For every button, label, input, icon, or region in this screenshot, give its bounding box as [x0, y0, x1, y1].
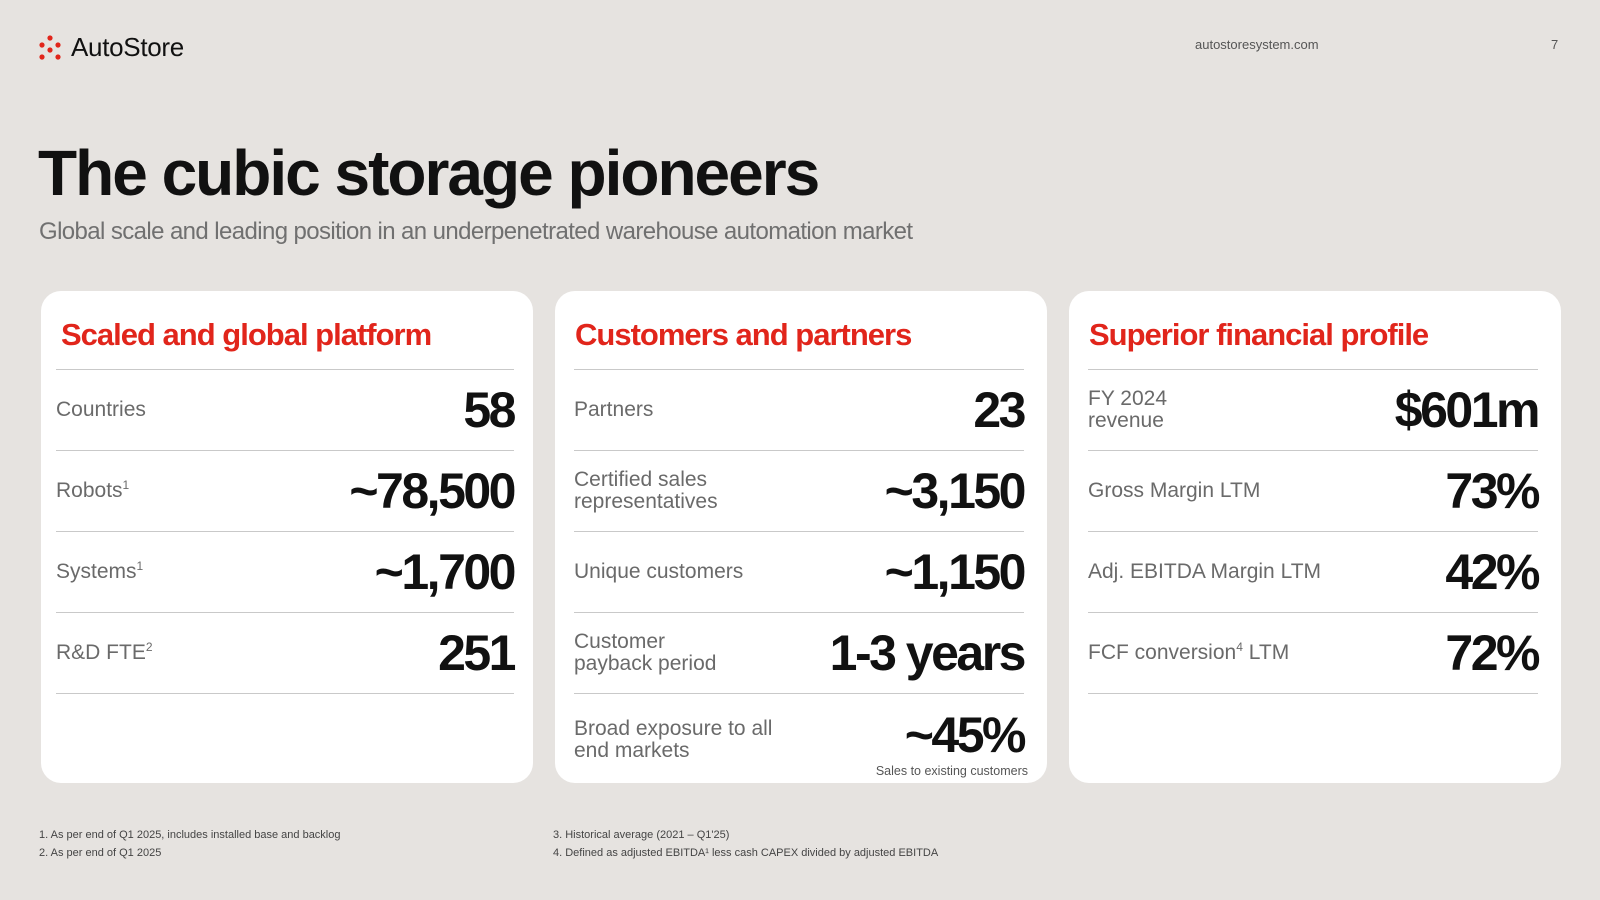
metric-row-gross-margin: Gross Margin LTM 73%: [1088, 451, 1540, 532]
card-title: Customers and partners: [575, 317, 912, 352]
footnote-1: 1. As per end of Q1 2025, includes insta…: [39, 829, 341, 841]
footnotes-left: 1. As per end of Q1 2025, includes insta…: [39, 826, 341, 862]
metric-value: $601m: [1394, 382, 1541, 438]
card-financial-profile: Superior financial profile FY 2024 reven…: [1069, 291, 1561, 783]
metric-label: R&D FTE2: [56, 640, 153, 664]
metric-value: ~1,150: [884, 544, 1027, 600]
page-subtitle: Global scale and leading position in an …: [39, 218, 913, 245]
metric-row-rd-fte: R&D FTE2 251: [56, 613, 516, 694]
metric-row-payback-period: Customer payback period 1-3 years: [574, 613, 1027, 694]
card-title: Scaled and global platform: [61, 317, 432, 352]
card-customers-partners: Customers and partners Partners 23 Certi…: [555, 291, 1047, 783]
metric-value: 58: [463, 382, 516, 438]
metric-row-robots: Robots1 ~78,500: [56, 451, 516, 532]
metric-row-partners: Partners 23: [574, 370, 1026, 451]
metric-list: FY 2024 revenue $601m Gross Margin LTM 7…: [1088, 369, 1541, 694]
page-title: The cubic storage pioneers: [38, 137, 820, 209]
metric-row-countries: Countries 58: [56, 370, 516, 451]
metric-label: FY 2024 revenue: [1088, 387, 1168, 432]
card-title: Superior financial profile: [1089, 317, 1429, 352]
metric-row-revenue: FY 2024 revenue $601m: [1088, 370, 1541, 451]
metric-value: 251: [438, 625, 516, 681]
metric-value: 42%: [1445, 544, 1540, 600]
footnote-4: 4. Defined as adjusted EBITDA¹ less cash…: [553, 847, 939, 859]
metric-label: Systems1: [56, 559, 144, 583]
footnote-3: 3. Historical average (2021 – Q1'25): [553, 829, 730, 841]
metric-label: Customer payback period: [574, 630, 717, 675]
metric-list: Countries 58 Robots1 ~78,500 Systems1 ~1…: [56, 369, 517, 694]
metric-note: Sales to existing customers: [875, 764, 1028, 778]
metric-row-ebitda-margin: Adj. EBITDA Margin LTM 42%: [1088, 532, 1540, 613]
metric-row-fcf-conversion: FCF conversion4 LTM 72%: [1088, 613, 1540, 694]
footnote-marker: 1: [136, 559, 144, 573]
metric-label: Partners: [574, 398, 654, 421]
site-url[interactable]: autostoresystem.com: [1195, 37, 1319, 52]
metric-value: 73%: [1445, 463, 1540, 519]
metric-label: Robots1: [56, 478, 130, 502]
metric-value: 1-3 years: [829, 625, 1027, 681]
metric-label: Countries: [56, 398, 146, 421]
metric-row-unique-customers: Unique customers ~1,150: [574, 532, 1027, 613]
metric-row-certified-sales-reps: Certified sales representatives ~3,150: [574, 451, 1027, 532]
metric-value: ~3,150: [884, 463, 1027, 519]
metric-label: Unique customers: [574, 560, 744, 583]
metric-label: Adj. EBITDA Margin LTM: [1088, 560, 1322, 583]
metric-value: ~78,500: [349, 463, 516, 519]
brand-name: AutoStore: [71, 32, 184, 62]
footnote-marker: 1: [122, 478, 130, 492]
footnote-marker: 4: [1236, 640, 1243, 654]
metric-value: ~45%: [904, 707, 1027, 763]
metric-label: Broad exposure to all end markets: [574, 717, 773, 762]
metric-list: Partners 23 Certified sales representati…: [574, 369, 1028, 786]
footnote-2: 2. As per end of Q1 2025: [39, 847, 162, 859]
metric-row-end-markets: Broad exposure to all end markets ~45% S…: [574, 694, 1028, 786]
metric-label: Gross Margin LTM: [1088, 479, 1261, 502]
footnote-marker: 2: [145, 640, 153, 654]
metric-value: 72%: [1445, 625, 1540, 681]
metric-value: ~1,700: [374, 544, 517, 600]
footnotes-right: 3. Historical average (2021 – Q1'25) 4. …: [553, 826, 938, 862]
autostore-logo-icon: [39, 34, 61, 60]
metric-value: 23: [973, 382, 1026, 438]
card-scaled-global-platform: Scaled and global platform Countries 58 …: [41, 291, 533, 783]
metric-label: FCF conversion4 LTM: [1088, 640, 1290, 664]
brand-logo[interactable]: AutoStore: [39, 32, 184, 63]
metric-label: Certified sales representatives: [574, 468, 718, 513]
page-number: 7: [1551, 37, 1559, 52]
metric-row-systems: Systems1 ~1,700: [56, 532, 517, 613]
